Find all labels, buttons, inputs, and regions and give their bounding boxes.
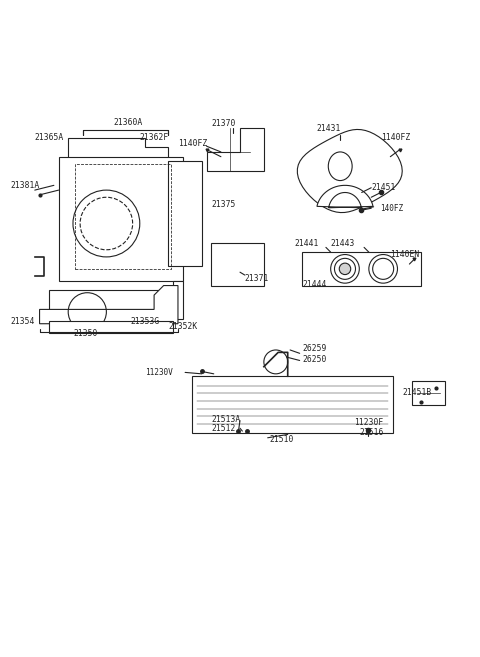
Text: 26250: 26250 — [302, 355, 326, 363]
Polygon shape — [59, 157, 183, 281]
Text: 21451: 21451 — [371, 183, 396, 193]
Polygon shape — [317, 185, 373, 208]
Text: 21352K: 21352K — [168, 322, 198, 330]
Text: 21360A: 21360A — [113, 118, 143, 127]
Text: 21375: 21375 — [211, 200, 236, 209]
Polygon shape — [206, 128, 264, 171]
Text: 21513A: 21513A — [211, 415, 240, 424]
Polygon shape — [192, 376, 393, 434]
Text: 21353G: 21353G — [130, 317, 159, 326]
Text: 21512: 21512 — [211, 424, 236, 433]
Polygon shape — [211, 242, 264, 286]
Text: 21443: 21443 — [331, 239, 355, 248]
Text: 11230F: 11230F — [355, 419, 384, 428]
Text: 21370: 21370 — [211, 119, 236, 128]
Text: 21354: 21354 — [11, 317, 36, 326]
Text: 21350: 21350 — [73, 328, 97, 338]
Text: 21371: 21371 — [245, 274, 269, 283]
Text: 21441: 21441 — [294, 239, 319, 248]
Polygon shape — [412, 381, 445, 405]
Text: 21431: 21431 — [316, 124, 341, 133]
Polygon shape — [168, 162, 202, 267]
Text: 21381A: 21381A — [11, 181, 40, 190]
Text: 21451B: 21451B — [402, 388, 432, 397]
Text: 1140EN: 1140EN — [390, 250, 420, 259]
Text: 140FZ: 140FZ — [380, 204, 403, 213]
Text: 1140FZ: 1140FZ — [178, 139, 207, 148]
Polygon shape — [49, 321, 173, 333]
Text: 21365A: 21365A — [35, 133, 64, 142]
Text: 21444: 21444 — [302, 280, 326, 289]
Text: 26259: 26259 — [302, 344, 326, 353]
Text: 1140FZ: 1140FZ — [381, 133, 410, 142]
Polygon shape — [298, 129, 402, 213]
Polygon shape — [39, 286, 178, 324]
Text: 21362F: 21362F — [140, 133, 169, 142]
Text: 21516: 21516 — [360, 428, 384, 437]
Polygon shape — [302, 252, 421, 286]
Text: 21510: 21510 — [270, 435, 294, 443]
Text: 11230V: 11230V — [144, 368, 172, 377]
Polygon shape — [68, 137, 168, 166]
Polygon shape — [49, 281, 183, 319]
Circle shape — [339, 263, 351, 275]
